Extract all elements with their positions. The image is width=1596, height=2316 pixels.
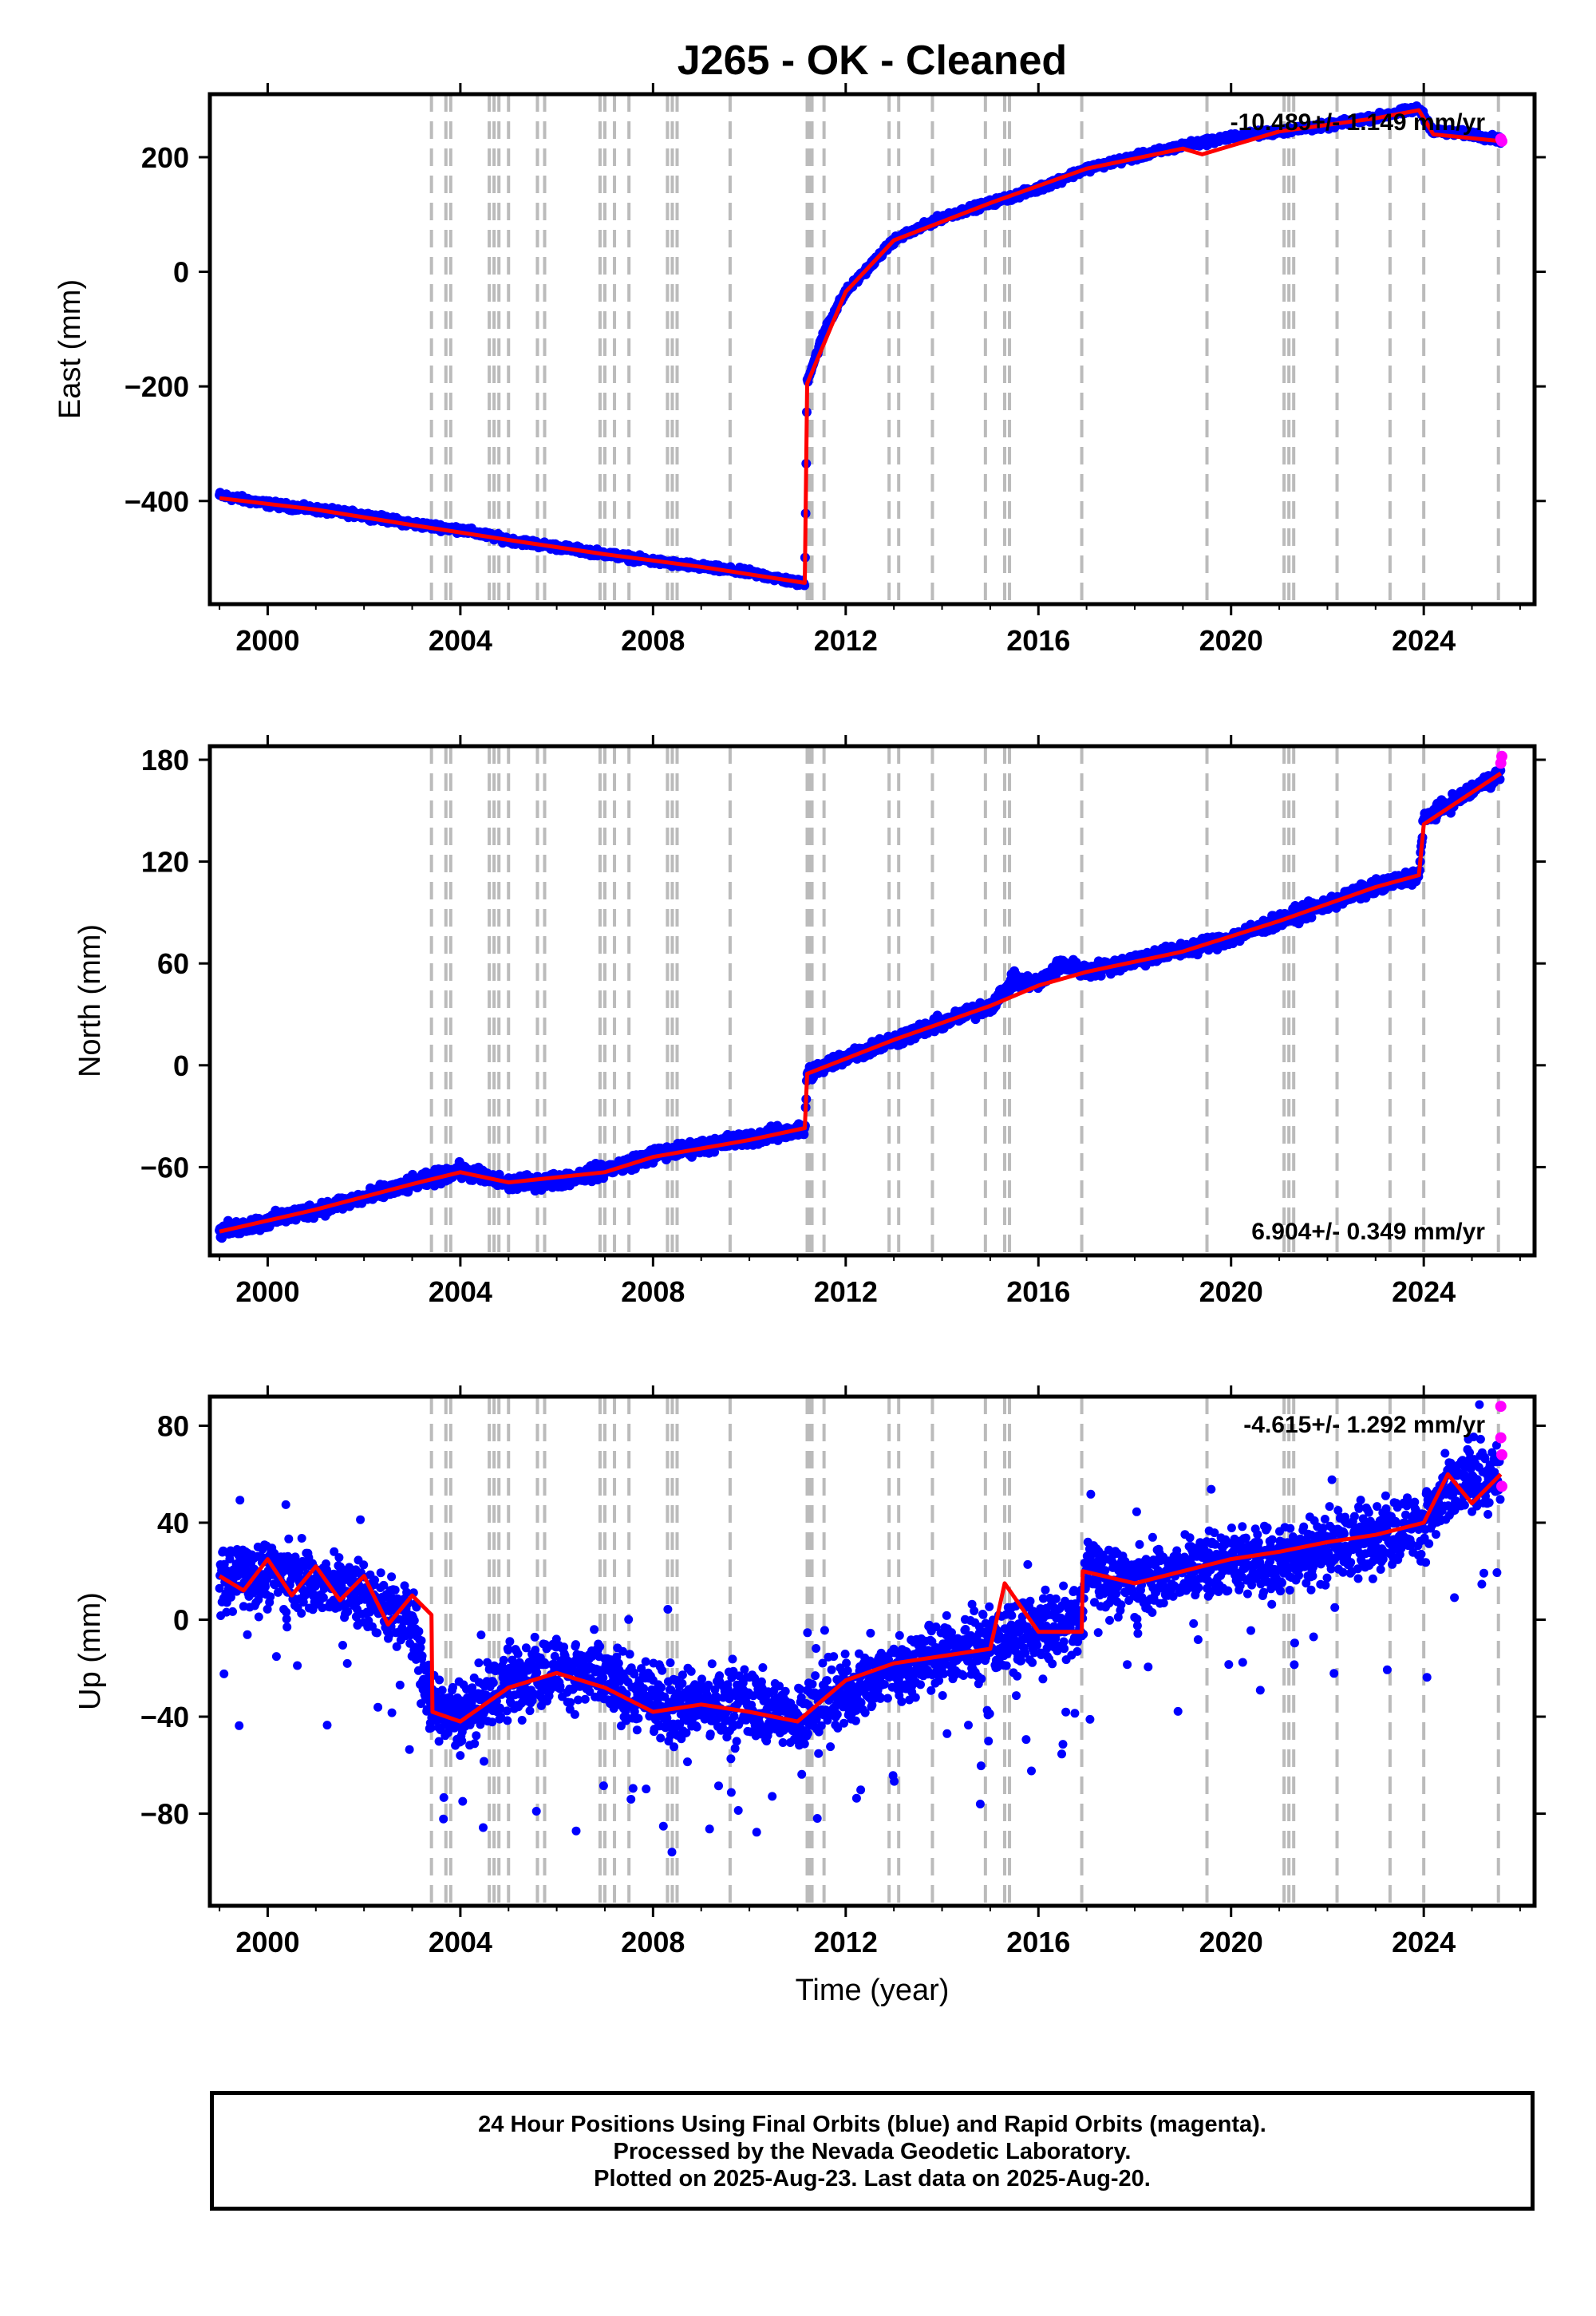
model-line (219, 771, 1503, 1234)
data-point-final (1306, 912, 1317, 923)
y-tick-label: −60 (140, 1151, 189, 1184)
data-point-final (297, 1609, 306, 1618)
east-panel: 2000 2004 2008 2012 2016 2020 20242000−200−400… (53, 83, 1546, 657)
x-tick-label: 2016 (1006, 624, 1070, 657)
y-tick-label: 0 (173, 1049, 189, 1082)
y-axis-label: North (mm) (73, 924, 107, 1077)
data-point-final (281, 1500, 290, 1509)
data-point-final (226, 1592, 235, 1602)
data-point-final (282, 1622, 292, 1632)
plot-area (215, 1397, 1507, 1906)
x-tick-label: 2008 (621, 1275, 685, 1308)
data-point-final (284, 1534, 294, 1543)
x-tick-label: 2000 (235, 1275, 299, 1308)
x-tick-label: 2008 (621, 624, 685, 657)
y-tick-label: −200 (124, 370, 189, 403)
data-point-rapid (1496, 750, 1507, 762)
rate-annotation: 6.904+/- 0.349 mm/yr (1251, 1219, 1485, 1245)
data-point-final (282, 1614, 291, 1624)
y-tick-label: 120 (141, 846, 189, 879)
data-point-final (322, 1721, 332, 1730)
x-tick-label: 2024 (1392, 624, 1456, 657)
x-tick-label: 2000 (235, 624, 299, 657)
data-point-final (235, 1721, 244, 1730)
x-tick-label: 2004 (429, 1275, 492, 1308)
data-point-final (293, 1661, 302, 1670)
x-tick-label: 2004 (429, 624, 492, 657)
data-point-final (219, 1669, 229, 1678)
data-point-final (266, 1592, 275, 1602)
north-panel: 2000 2004 2008 2012 2016 2020 2024 180 120 60 0 −60… (73, 735, 1546, 1308)
plot-frame (207, 92, 1537, 607)
data-point-final (338, 1641, 347, 1650)
data-point-final (330, 1547, 339, 1556)
x-tick-label: 2024 (1392, 1275, 1456, 1308)
data-point-final (228, 1607, 237, 1616)
x-tick-label: 2020 (1199, 1275, 1263, 1308)
data-point-final (243, 1630, 252, 1639)
rate-annotation: -10.489+/- 1.149 mm/yr (1231, 109, 1486, 136)
data-point-final (709, 1147, 720, 1157)
up-panel: 2000 2004 2008 2012 2016 2020 202480400−40−80U… (73, 1385, 1546, 2007)
plot-frame (207, 744, 1537, 1258)
data-point-final (271, 1652, 281, 1662)
data-point-final (248, 1588, 258, 1598)
model-line (219, 108, 1501, 585)
x-tick-label: 2020 (1199, 624, 1263, 657)
y-axis-label: East (mm) (53, 279, 87, 419)
data-point-final (334, 1553, 344, 1563)
plot-area (215, 746, 1507, 1255)
data-point-final (282, 1607, 291, 1617)
data-point-final (263, 1604, 272, 1614)
data-point-final (318, 1593, 328, 1603)
data-point-final (254, 1612, 263, 1622)
x-tick-label: 2012 (814, 1275, 878, 1308)
chart-title: J265 - OK - Cleaned (678, 38, 1067, 84)
data-point-final (261, 1582, 270, 1591)
data-point-final (225, 1555, 235, 1563)
x-tick-label: 2016 (1006, 1275, 1070, 1308)
data-point-final (297, 1534, 306, 1543)
data-point-rapid (1496, 135, 1507, 147)
y-tick-label: −400 (124, 485, 189, 518)
y-tick-label: 200 (141, 141, 189, 174)
plot-area (215, 94, 1507, 604)
y-tick-label: 180 (141, 744, 189, 777)
y-tick-label: 60 (157, 947, 189, 980)
x-tick-label: 2012 (814, 624, 878, 657)
data-point-final (215, 1583, 224, 1593)
data-point-final (235, 1496, 245, 1505)
y-tick-label: 0 (173, 256, 189, 289)
data-point-final (298, 1598, 308, 1607)
